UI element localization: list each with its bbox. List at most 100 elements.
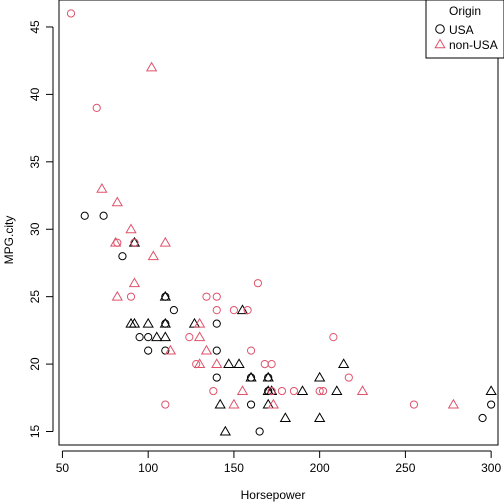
legend-box — [425, 0, 504, 59]
data-point-triangle — [228, 398, 240, 409]
data-point-circle — [212, 319, 221, 328]
data-point-circle — [246, 373, 256, 382]
data-point-triangle — [188, 317, 201, 328]
data-point-circle — [144, 346, 153, 355]
data-point-circle — [80, 211, 89, 220]
data-point-triangle — [211, 358, 223, 369]
data-point-circle — [144, 333, 153, 342]
data-point-circle — [289, 386, 299, 396]
x-tick-label: 300 — [481, 461, 501, 475]
data-point-circle — [161, 400, 170, 409]
data-point-triangle — [128, 277, 141, 288]
legend-non-usa-label: non-USA — [449, 38, 498, 52]
legend: Origin USA non-USA — [425, 0, 504, 59]
data-point-circle — [212, 306, 221, 315]
data-point-triangle — [145, 61, 158, 72]
data-point-circle — [253, 279, 263, 288]
data-point-circle — [212, 346, 221, 355]
data-point-triangle — [236, 385, 249, 396]
data-point-circle — [212, 373, 221, 382]
data-point-circle — [92, 103, 101, 112]
plot-frame — [58, 0, 499, 446]
data-point-circle — [267, 359, 276, 369]
data-point-triangle — [151, 331, 163, 342]
data-point-triangle — [193, 331, 206, 342]
data-point-circle — [185, 333, 194, 342]
y-axis: 15 20 25 30 35 40 45 — [28, 20, 54, 439]
data-point-triangle — [219, 425, 232, 436]
data-point-circle — [255, 427, 264, 436]
data-point-triangle — [96, 182, 108, 193]
y-axis-label: MPG.city — [2, 216, 16, 265]
data-point-triangle — [193, 317, 206, 328]
data-point-circle — [243, 306, 252, 315]
data-point-circle — [118, 252, 127, 261]
data-point-triangle — [262, 398, 274, 409]
data-point-circle — [135, 333, 144, 342]
x-tick-label: 100 — [138, 461, 158, 475]
data-point-triangle — [236, 304, 249, 315]
data-point-triangle — [159, 331, 171, 342]
x-tick-label: 50 — [56, 461, 70, 475]
y-tick-label: 25 — [28, 290, 42, 304]
data-point-circle — [99, 211, 108, 220]
y-tick-label: 20 — [28, 357, 42, 371]
data-point-circle — [260, 359, 269, 369]
data-point-circle — [277, 386, 287, 396]
data-point-triangle — [159, 290, 171, 301]
x-tick-label: 250 — [395, 461, 415, 475]
legend-usa-label: USA — [449, 23, 474, 37]
data-point-circle — [487, 400, 496, 409]
data-point-triangle — [356, 385, 369, 396]
data-point-triangle — [214, 398, 226, 409]
data-point-triangle — [159, 317, 171, 328]
y-tick-label: 35 — [28, 155, 42, 169]
x-tick-label: 200 — [310, 461, 330, 475]
data-point-circle — [409, 400, 419, 409]
data-point-triangle — [223, 358, 235, 369]
series-non-usa — [66, 9, 460, 409]
data-point-triangle — [109, 236, 122, 247]
data-point-triangle — [262, 371, 274, 382]
data-point-triangle — [111, 290, 123, 301]
data-point-triangle — [164, 344, 177, 355]
legend-usa-marker — [435, 24, 445, 34]
data-point-circle — [130, 238, 139, 247]
data-point-triangle — [267, 398, 280, 409]
data-point-triangle — [111, 196, 123, 207]
data-point-circle — [329, 333, 338, 342]
data-point-triangle — [337, 358, 350, 369]
data-point-triangle — [485, 385, 497, 396]
y-tick-label: 45 — [28, 20, 42, 34]
data-point-circle — [66, 9, 76, 18]
data-point-triangle — [147, 250, 159, 261]
legend-non-usa-marker — [434, 38, 446, 49]
data-point-circle — [315, 386, 324, 396]
y-tick-label: 15 — [28, 425, 42, 439]
series-usa — [80, 211, 497, 436]
data-point-triangle — [313, 371, 326, 382]
plot-area — [58, 0, 499, 446]
legend-title: Origin — [449, 4, 481, 18]
data-point-triangle — [233, 358, 245, 369]
data-point-triangle — [193, 358, 206, 369]
data-point-triangle — [279, 412, 292, 422]
data-point-circle — [169, 306, 178, 315]
data-point-triangle — [313, 412, 326, 422]
data-point-triangle — [447, 398, 460, 409]
data-point-circle — [126, 292, 136, 301]
y-tick-label: 30 — [28, 222, 42, 236]
data-point-circle — [229, 306, 239, 315]
data-points — [66, 9, 497, 436]
data-point-triangle — [125, 223, 137, 234]
data-point-triangle — [128, 317, 141, 328]
data-point-circle — [246, 346, 256, 355]
x-axis: 50 100 150 200 250 300 — [56, 450, 501, 475]
data-point-triangle — [331, 385, 343, 396]
data-point-triangle — [200, 344, 213, 355]
data-point-circle — [212, 292, 221, 301]
x-tick-label: 150 — [224, 461, 244, 475]
data-point-triangle — [142, 317, 154, 328]
data-point-circle — [318, 386, 328, 396]
